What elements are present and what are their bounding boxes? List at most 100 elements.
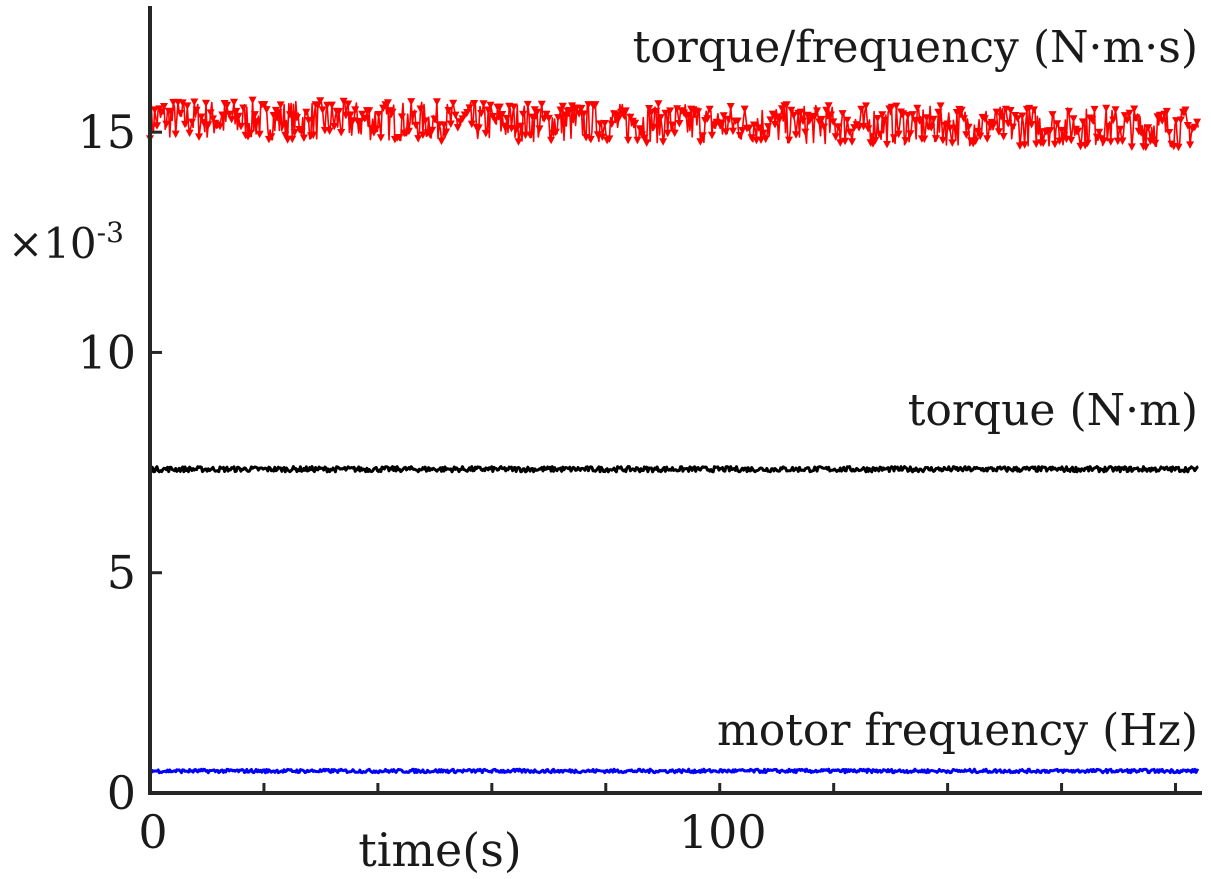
series-marker bbox=[451, 111, 460, 120]
series-marker bbox=[908, 111, 917, 119]
series-marker bbox=[766, 116, 775, 124]
series-marker bbox=[654, 100, 663, 108]
series-marker bbox=[304, 116, 313, 125]
series-marker bbox=[656, 114, 665, 122]
series-marker bbox=[799, 117, 807, 126]
series-marker bbox=[372, 125, 381, 134]
series-marker bbox=[787, 106, 796, 115]
series-marker bbox=[1106, 138, 1115, 146]
x-tick-label: 100 bbox=[679, 805, 767, 859]
series-marker bbox=[250, 111, 259, 119]
series-marker bbox=[388, 108, 397, 117]
series-marker bbox=[474, 124, 483, 132]
series-marker bbox=[733, 117, 742, 126]
series-marker bbox=[890, 134, 898, 142]
series-marker bbox=[668, 121, 677, 129]
series-marker bbox=[635, 125, 644, 133]
series-marker bbox=[533, 108, 542, 117]
series-marker bbox=[934, 108, 943, 117]
series-marker bbox=[157, 108, 166, 116]
series-marker bbox=[512, 126, 521, 134]
series-marker bbox=[237, 122, 245, 131]
series-layer bbox=[146, 96, 1202, 775]
series-marker bbox=[827, 111, 835, 119]
series-marker bbox=[903, 111, 912, 120]
series-marker bbox=[973, 127, 982, 136]
series-marker bbox=[355, 119, 364, 127]
series-marker bbox=[1125, 109, 1134, 118]
series-marker bbox=[498, 111, 507, 119]
series-marker bbox=[1004, 120, 1013, 128]
series-marker bbox=[859, 122, 868, 131]
series-marker bbox=[775, 115, 784, 124]
series-marker bbox=[1172, 117, 1181, 125]
series-marker bbox=[495, 103, 504, 112]
series-marker bbox=[199, 119, 208, 127]
series-marker bbox=[302, 108, 311, 117]
series-marker bbox=[1029, 106, 1038, 114]
series-marker bbox=[901, 137, 910, 145]
series-marker bbox=[407, 98, 416, 106]
x-tick-label: 0 bbox=[138, 805, 167, 859]
series-label-0: torque/frequency (N·m·s) bbox=[633, 22, 1198, 73]
series-marker bbox=[957, 106, 966, 115]
y-tick-label: 5 bbox=[107, 546, 136, 600]
series-marker bbox=[325, 127, 334, 135]
series-marker bbox=[1013, 115, 1022, 123]
series-marker bbox=[421, 117, 430, 125]
series-marker bbox=[1120, 112, 1129, 120]
series-2 bbox=[148, 767, 1200, 775]
series-marker bbox=[703, 115, 712, 123]
series-marker bbox=[817, 115, 826, 124]
series-marker bbox=[880, 116, 889, 125]
series-marker bbox=[171, 130, 180, 139]
series-marker bbox=[803, 111, 812, 120]
series-marker bbox=[502, 114, 511, 123]
series-marker bbox=[535, 125, 544, 133]
series-marker bbox=[544, 114, 553, 123]
series-marker bbox=[449, 99, 458, 108]
series-marker bbox=[696, 138, 705, 146]
series-marker bbox=[446, 120, 455, 128]
series-marker bbox=[537, 100, 546, 109]
series-marker bbox=[936, 102, 945, 110]
series-marker bbox=[1186, 141, 1195, 149]
series-marker bbox=[509, 103, 518, 111]
series-marker bbox=[176, 110, 185, 118]
series-marker bbox=[577, 104, 586, 113]
series-marker bbox=[528, 113, 537, 122]
series-marker bbox=[782, 101, 791, 109]
series-marker bbox=[717, 120, 726, 128]
series-marker bbox=[873, 115, 882, 123]
series-marker bbox=[192, 106, 201, 115]
series-marker bbox=[1162, 107, 1171, 116]
series-marker bbox=[1015, 142, 1024, 150]
series-marker bbox=[1176, 116, 1185, 124]
series-marker bbox=[892, 102, 901, 111]
series-marker bbox=[1137, 129, 1146, 137]
series-marker bbox=[216, 122, 224, 131]
series-marker bbox=[980, 115, 989, 123]
series-marker bbox=[1074, 127, 1083, 136]
series-marker bbox=[831, 133, 840, 141]
series-marker bbox=[824, 102, 833, 110]
series-line-2 bbox=[148, 767, 1200, 775]
series-marker bbox=[684, 111, 693, 120]
series-marker bbox=[453, 124, 462, 132]
series-marker bbox=[232, 107, 241, 116]
series-marker bbox=[962, 131, 971, 139]
series-marker bbox=[547, 136, 556, 145]
series-marker bbox=[920, 135, 929, 143]
series-marker bbox=[736, 132, 744, 140]
series-marker bbox=[631, 119, 640, 128]
series-marker bbox=[1039, 139, 1048, 148]
series-marker bbox=[997, 113, 1006, 121]
series-marker bbox=[432, 98, 441, 106]
series-marker bbox=[383, 99, 392, 107]
series-marker bbox=[810, 112, 819, 121]
series-marker bbox=[649, 123, 658, 132]
series-marker bbox=[195, 133, 203, 141]
series-marker bbox=[1183, 122, 1192, 130]
series-marker bbox=[834, 123, 842, 131]
series-marker bbox=[1193, 118, 1202, 127]
